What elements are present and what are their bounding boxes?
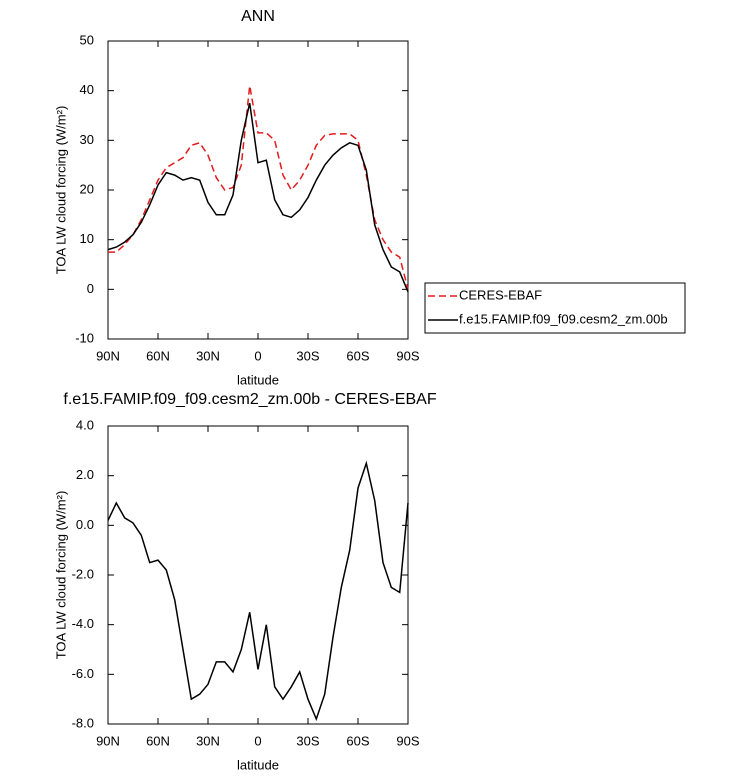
x-tick-label: 60S: [346, 733, 369, 748]
y-tick-label: 20: [80, 181, 94, 196]
y-tick-label: 40: [80, 82, 94, 97]
legend-box: [424, 282, 686, 334]
x-tick-label: 0: [254, 348, 261, 363]
x-tick-label: 30N: [196, 733, 220, 748]
x-axis-label: latitude: [237, 757, 279, 772]
y-tick-label: -2.0: [72, 566, 94, 581]
x-tick-label: 30S: [296, 348, 319, 363]
x-tick-label: 90N: [96, 733, 120, 748]
legend-label: f.e15.FAMIP.f09_f09.cesm2_zm.00b: [459, 311, 668, 326]
x-tick-label: 90N: [96, 348, 120, 363]
y-axis-label: TOA LW cloud forcing (W/m²): [53, 106, 68, 275]
y-tick-label: 2.0: [76, 467, 94, 482]
y-axis-label: TOA LW cloud forcing (W/m²): [53, 491, 68, 660]
y-tick-label: 0.0: [76, 517, 94, 532]
x-tick-label: 60N: [146, 348, 170, 363]
panel: f.e15.FAMIP.f09_f09.cesm2_zm.00b - CERES…: [53, 391, 436, 772]
plot-frame: [107, 425, 409, 725]
data-line: [108, 85, 409, 290]
y-tick-label: -10: [75, 330, 94, 345]
chart-title: ANN: [241, 8, 275, 25]
y-tick-label: -4.0: [72, 616, 94, 631]
y-tick-label: 4.0: [76, 417, 94, 432]
y-tick-label: 50: [80, 32, 94, 47]
x-tick-label: 30N: [196, 348, 220, 363]
data-line: [107, 102, 409, 293]
x-tick-label: 90S: [396, 348, 419, 363]
x-axis-label: latitude: [237, 372, 279, 387]
panel: ANN -10 0 10 20 30 40 50 90N 60N 30N 0 30S 60S 90S lati…: [53, 8, 686, 387]
x-tick-label: 0: [254, 733, 261, 748]
y-tick-label: 0: [87, 281, 94, 296]
plot-frame: [107, 40, 409, 340]
y-tick-label: -8.0: [72, 715, 94, 730]
x-tick-label: 90S: [396, 733, 419, 748]
data-line: [107, 460, 409, 722]
x-tick-label: 30S: [296, 733, 319, 748]
x-tick-label: 60S: [346, 348, 369, 363]
legend-label: CERES-EBAF: [459, 287, 542, 302]
y-tick-label: -6.0: [72, 666, 94, 681]
y-tick-label: 30: [80, 132, 94, 147]
chart-title: f.e15.FAMIP.f09_f09.cesm2_zm.00b - CERES…: [63, 391, 436, 408]
x-tick-label: 60N: [146, 733, 170, 748]
y-tick-label: 10: [80, 231, 94, 246]
